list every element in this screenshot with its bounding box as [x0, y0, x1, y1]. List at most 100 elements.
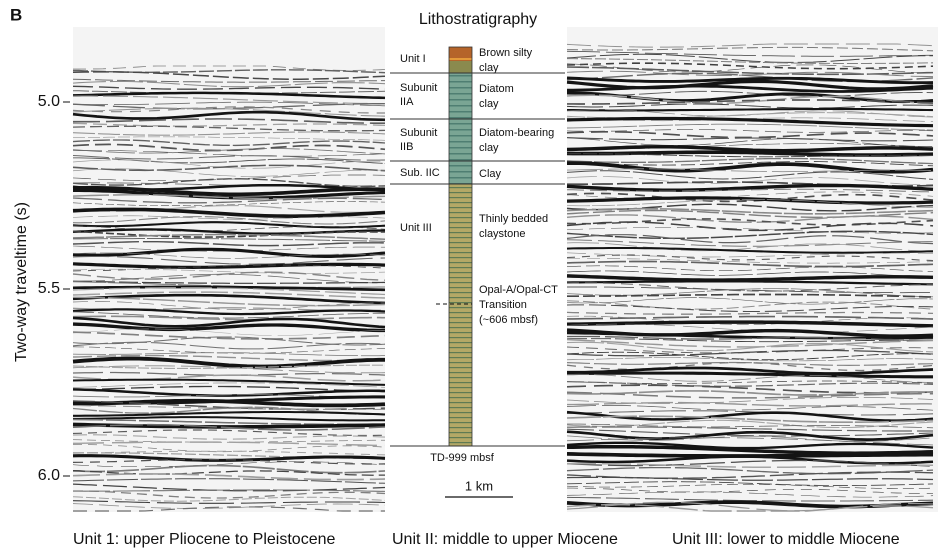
seismic-reflector: [567, 293, 934, 298]
seismic-reflector: [72, 71, 386, 80]
seismic-reflector: [566, 145, 934, 153]
seismic-reflector: [566, 137, 934, 142]
seismic-reflector: [566, 128, 934, 133]
seismic-reflector: [72, 429, 385, 436]
seismic-reflector: [566, 491, 934, 498]
seismic-reflector: [566, 380, 934, 384]
seismic-reflector: [72, 365, 386, 374]
seismic-reflector: [566, 227, 934, 234]
seismic-reflector: [566, 435, 934, 442]
seismic-reflector: [566, 123, 934, 131]
seismic-reflector: [566, 373, 934, 383]
seismic-reflector: [72, 316, 386, 329]
seismic-reflector: [566, 94, 934, 105]
seismic-reflector: [72, 328, 386, 336]
unit-label: Subunit: [400, 127, 437, 139]
seismic-reflector: [566, 234, 934, 245]
seismic-reflector: [72, 215, 386, 220]
seismic-reflector: [72, 178, 386, 188]
seismic-reflector: [566, 183, 934, 192]
unit-label: Subunit: [400, 82, 437, 94]
unit-boundaries: [390, 72, 565, 447]
seismic-reflector: [566, 391, 933, 399]
seismic-reflector: [72, 264, 386, 272]
seismic-reflector: [73, 118, 385, 124]
column-unit-1: [449, 47, 472, 61]
seismic-reflector: [72, 230, 386, 238]
seismic-reflector: [73, 188, 386, 200]
unit-label: Unit I: [400, 53, 426, 65]
seismic-reflector: [72, 240, 386, 247]
seismic-reflector: [72, 125, 386, 132]
seismic-reflector: [566, 137, 934, 147]
seismic-reflector: [72, 341, 386, 350]
seismic-reflector: [72, 291, 386, 299]
seismic-reflector: [72, 168, 386, 177]
seismic-reflector: [567, 462, 933, 469]
seismic-reflector: [566, 428, 934, 437]
seismic-reflector: [566, 207, 934, 215]
seismic-reflector: [72, 450, 386, 456]
seismic-reflector: [72, 154, 386, 161]
transition-label: Opal-A/Opal-CT: [479, 284, 558, 296]
seismic-reflector: [72, 434, 386, 440]
unit-label: Unit III: [400, 222, 432, 234]
seismic-reflector: [566, 410, 934, 416]
seismic-reflector: [72, 139, 386, 147]
seismic-reflector: [73, 150, 386, 157]
seismic-reflector: [566, 170, 934, 180]
seismic-reflector: [72, 352, 386, 357]
seismic-reflector: [566, 260, 934, 268]
seismic-reflector: [566, 46, 934, 52]
seismic-reflector: [566, 265, 934, 272]
seismic-reflector: [72, 106, 385, 114]
seismic-reflector: [73, 273, 385, 284]
seismic-reflector: [566, 103, 934, 109]
seismic-reflector: [566, 338, 934, 348]
seismic-reflector: [566, 130, 934, 139]
seismic-reflector: [73, 506, 385, 512]
scale-bar-label: 1 km: [465, 478, 493, 493]
seismic-reflector: [72, 233, 386, 240]
seismic-reflector: [567, 199, 934, 208]
seismic-panels: [72, 27, 938, 512]
seismic-reflector: [566, 331, 933, 340]
seismic-reflector: [567, 401, 934, 407]
seismic-reflector: [72, 107, 386, 117]
seismic-reflector: [72, 315, 386, 321]
seismic-reflector: [72, 95, 386, 105]
seismic-reflector: [566, 503, 934, 512]
seismic-reflector: [72, 301, 385, 310]
seismic-reflector: [72, 287, 386, 296]
seismic-reflector: [566, 76, 934, 85]
total-depth: TD-999 mbsf: [430, 452, 495, 464]
seismic-reflector: [72, 91, 386, 100]
seismic-reflector: [566, 445, 934, 455]
seismic-reflector: [566, 280, 934, 286]
seismic-reflector: [567, 487, 933, 494]
seismic-reflector: [72, 225, 386, 232]
seismic-reflector: [566, 274, 934, 282]
seismic-reflector: [73, 490, 386, 499]
seismic-reflector: [73, 489, 386, 492]
seismic-reflector: [567, 286, 934, 294]
seismic-reflector: [567, 258, 934, 264]
seismic-reflector: [72, 308, 386, 316]
seismic-reflector: [72, 280, 386, 284]
seismic-reflector: [566, 230, 934, 240]
seismic-reflector: [72, 131, 386, 136]
seismic-reflector: [566, 481, 934, 487]
seismic-reflector: [566, 430, 934, 441]
seismic-reflector: [72, 378, 386, 386]
seismic-reflector: [566, 415, 934, 424]
seismic-reflector: [566, 311, 934, 315]
seismic-reflector: [566, 157, 934, 165]
seismic-reflector: [566, 90, 934, 97]
seismic-reflector: [566, 53, 933, 63]
seismic-reflector: [73, 444, 386, 453]
seismic-reflector: [566, 254, 934, 262]
seismic-reflector: [72, 136, 386, 141]
seismic-reflector: [72, 500, 386, 504]
y-tick-label: 5.0: [38, 93, 60, 110]
seismic-reflector: [566, 349, 934, 357]
